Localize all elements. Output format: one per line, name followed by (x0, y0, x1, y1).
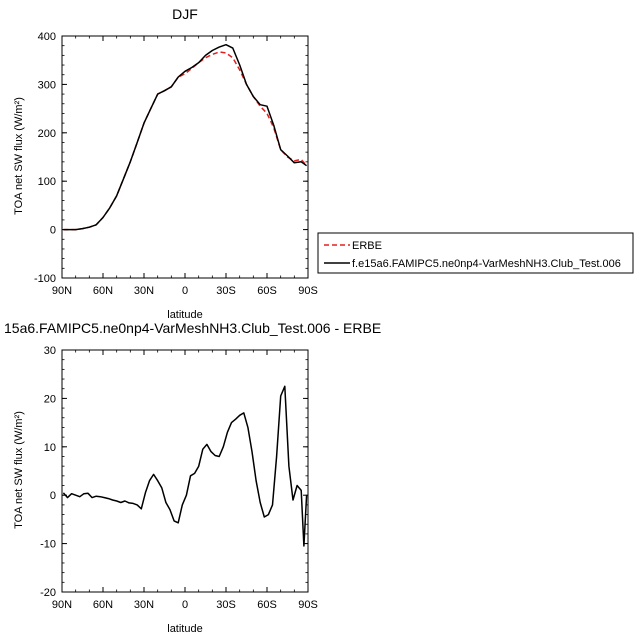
top-chart: DJF 90N 60N 30N 0 30S 60S 90S -100 0 100 200 300 400… (13, 6, 318, 321)
bottom-xtick-label: 90N (52, 599, 72, 611)
top-xtick-label: 30N (134, 285, 154, 297)
top-series-0-line (63, 51, 308, 231)
bottom-chart-title: 15a6.FAMIPC5.ne0np4-VarMeshNH3.Club_Test… (4, 320, 381, 336)
top-plot-area: 90N 60N 30N 0 30S 60S 90S -100 0 100 200 300 400 (34, 31, 318, 297)
bottom-xtick-label: 60N (93, 599, 113, 611)
bottom-xtick-label: 90S (298, 599, 318, 611)
top-xtick-label: 60N (93, 285, 113, 297)
top-ytick-label: 300 (38, 79, 56, 91)
top-chart-title: DJF (172, 6, 198, 22)
bottom-x-axis-label: latitude (167, 623, 202, 635)
top-y-axis-label: TOA net SW flux (W/m²) (13, 97, 25, 215)
bottom-ytick-label: 20 (44, 393, 56, 405)
bottom-y-axis-label: TOA net SW flux (W/m²) (13, 411, 25, 529)
top-series-1-line (63, 43, 308, 231)
top-xtick-label: 60S (257, 285, 277, 297)
legend-erbe-label: ERBE (352, 240, 382, 252)
bottom-xtick-label: 30N (134, 599, 154, 611)
bottom-ytick-label: 30 (44, 345, 56, 357)
top-ytick-label: -100 (34, 273, 56, 285)
top-y-axis-label-text: TOA net SW flux (W/m²) (13, 97, 25, 215)
top-frame (61, 35, 309, 279)
bottom-chart: 15a6.FAMIPC5.ne0np4-VarMeshNH3.Club_Test… (4, 320, 381, 635)
bottom-plot-area: 90N 60N 30N 0 30S 60S 90S -20 -10 0 10 20 30 (40, 345, 318, 611)
bottom-ytick-label: -10 (40, 539, 56, 551)
legend-model-label: f.e15a6.FAMIPC5.ne0np4-VarMeshNH3.Club_T… (352, 258, 621, 270)
bottom-series-0-line (62, 385, 308, 547)
top-ytick-label: 400 (38, 31, 56, 43)
top-ytick-label: 0 (50, 225, 56, 237)
top-xtick-label: 90S (298, 285, 318, 297)
bottom-ytick-label: -20 (40, 587, 56, 599)
top-xtick-label: 0 (182, 285, 188, 297)
bottom-xtick-label: 60S (257, 599, 277, 611)
bottom-ytick-label: 10 (44, 442, 56, 454)
bottom-xtick-label: 0 (182, 599, 188, 611)
top-ytick-label: 100 (38, 176, 56, 188)
top-xtick-label: 90N (52, 285, 72, 297)
legend-box (317, 232, 634, 274)
top-xtick-label: 30S (216, 285, 236, 297)
top-x-axis-label: latitude (167, 309, 202, 321)
top-ytick-label: 200 (38, 128, 56, 140)
legend: ERBE f.e15a6.FAMIPC5.ne0np4-VarMeshNH3.C… (317, 232, 634, 274)
bottom-y-axis-label-text: TOA net SW flux (W/m²) (13, 411, 25, 529)
bottom-frame (61, 349, 309, 593)
bottom-xtick-label: 30S (216, 599, 236, 611)
bottom-ytick-label: 0 (50, 490, 56, 502)
